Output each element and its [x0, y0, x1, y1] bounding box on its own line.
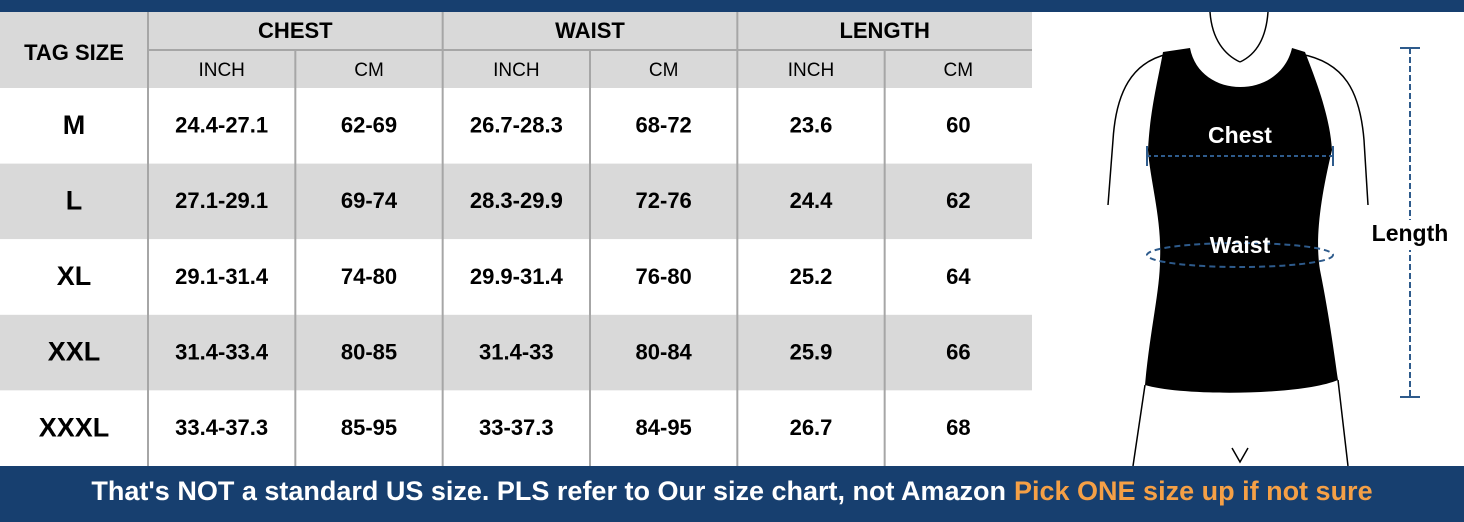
banner	[0, 466, 1464, 522]
cell: 69-74	[341, 188, 398, 213]
length-label-bg	[1366, 220, 1454, 250]
cell: 80-84	[636, 339, 693, 364]
waist-line	[1146, 242, 1334, 268]
unit-header: CM	[649, 60, 679, 81]
top-bar	[0, 0, 1464, 12]
group-header: WAIST	[555, 18, 625, 43]
row-bg	[0, 314, 1032, 391]
cell: 27.1-29.1	[175, 188, 268, 213]
cell: 68-72	[636, 113, 692, 138]
row-bg	[0, 390, 1032, 466]
cell: M	[63, 110, 86, 140]
chest-label: Chest	[1208, 122, 1272, 148]
cell: 31.4-33.4	[175, 339, 269, 364]
cell: 26.7	[790, 415, 833, 440]
cell: 76-80	[636, 264, 692, 289]
size-table: M 24.4-27.1 62-69 26.7-28.3 68-72 23.6 60 L 27.1…	[0, 12, 1032, 466]
cell: 33-37.3	[479, 415, 554, 440]
cell: 33.4-37.3	[175, 415, 268, 440]
cell: XXL	[48, 337, 101, 367]
cell: 29.9-31.4	[470, 264, 564, 289]
cell: 68	[946, 415, 970, 440]
cell: 28.3-29.9	[470, 188, 563, 213]
cell: 64	[946, 264, 971, 289]
cell: 24.4-27.1	[175, 113, 268, 138]
group-header: CHEST	[258, 18, 333, 43]
group-header: LENGTH	[839, 18, 929, 43]
cell: 26.7-28.3	[470, 113, 563, 138]
length-label: Length	[1372, 220, 1449, 246]
neck	[1209, 11, 1269, 63]
unit-header: INCH	[198, 60, 244, 81]
cell: 29.1-31.4	[175, 264, 269, 289]
unit-header: CM	[354, 60, 384, 81]
cell: L	[66, 186, 83, 216]
cell: 24.4	[790, 188, 834, 213]
row-bg	[0, 163, 1032, 240]
legs	[1132, 379, 1349, 467]
cell: 72-76	[636, 188, 692, 213]
cell: 62-69	[341, 113, 397, 138]
cell: 66	[946, 339, 970, 364]
illustration: Chest Waist Length	[1107, 11, 1454, 467]
cell: 31.4-33	[479, 339, 554, 364]
arms	[1107, 53, 1369, 206]
row-bg	[0, 88, 1032, 164]
cell: 23.6	[790, 113, 833, 138]
cell: 25.2	[790, 264, 833, 289]
cell: 60	[946, 113, 970, 138]
cell: 84-95	[636, 415, 692, 440]
cell: 85-95	[341, 415, 397, 440]
banner-text: That's NOT a standard US size. PLS refer…	[91, 476, 1372, 506]
tank-top	[1145, 48, 1338, 393]
row-bg	[0, 239, 1032, 315]
cell: XL	[57, 261, 92, 291]
banner-main: That's NOT a standard US size. PLS refer…	[91, 476, 1006, 506]
header-tag-size: TAG SIZE	[24, 40, 124, 65]
cell: 74-80	[341, 264, 397, 289]
banner-highlight: Pick ONE size up if not sure	[1014, 476, 1373, 506]
cell: 80-85	[341, 339, 397, 364]
cell: XXXL	[39, 412, 110, 442]
cell: 62	[946, 188, 970, 213]
unit-header: CM	[944, 60, 974, 81]
unit-header: INCH	[493, 60, 539, 81]
unit-header: INCH	[788, 60, 834, 81]
cell: 25.9	[790, 339, 833, 364]
waist-label: Waist	[1210, 232, 1271, 258]
